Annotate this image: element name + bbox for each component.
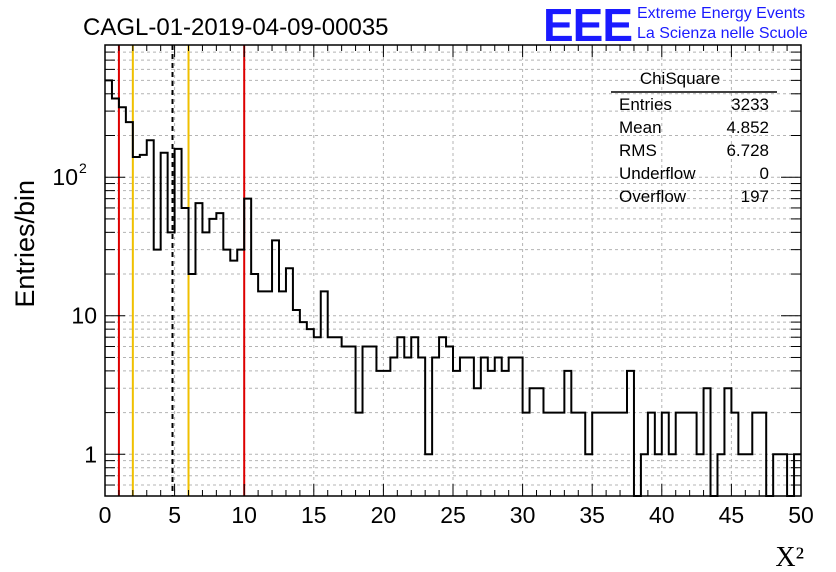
- x-tick-label: 40: [649, 502, 675, 528]
- histogram-series: [105, 79, 801, 497]
- x-tick-label: 25: [440, 502, 466, 528]
- stats-label: Overflow: [619, 187, 687, 206]
- y-axis-label: Entries/bin: [10, 180, 40, 308]
- stats-label: RMS: [619, 141, 657, 160]
- x-tick-labels: 0 5 10 15 20 25 30 35 40 45 50: [99, 502, 814, 528]
- x-tick-label: 30: [510, 502, 536, 528]
- stats-title: ChiSquare: [640, 69, 720, 88]
- y-tick-exponent: 2: [79, 160, 87, 176]
- x-tick-label: 35: [579, 502, 605, 528]
- stats-label: Entries: [619, 95, 672, 114]
- x-tick-label: 15: [301, 502, 327, 528]
- y-tick-label: 1: [84, 441, 97, 467]
- stats-label: Mean: [619, 118, 662, 137]
- y-tick-label: 10: [71, 303, 97, 329]
- x-tick-label: 50: [788, 502, 814, 528]
- x-tick-label: 5: [168, 502, 181, 528]
- stats-value: 3233: [731, 95, 769, 114]
- logo-line-2: La Scienza nelle Scuole: [637, 25, 808, 42]
- logo-mark: EEE: [543, 0, 633, 51]
- x-tick-label: 45: [719, 502, 745, 528]
- stats-value: 4.852: [726, 118, 769, 137]
- axis-ticks: [104, 44, 802, 497]
- stats-value: 6.728: [726, 141, 769, 160]
- stats-box: ChiSquare Entries 3233 Mean 4.852 RMS 6.728 Un…: [611, 69, 777, 206]
- eee-logo: EEE Extreme Energy Events La Scienza nel…: [543, 0, 833, 51]
- logo-line-1: Extreme Energy Events: [637, 5, 806, 22]
- stats-label: Underflow: [619, 164, 696, 183]
- stats-value: 0: [760, 164, 769, 183]
- y-tick-label: 10: [52, 164, 78, 190]
- chart-title: CAGL-01-2019-04-09-00035: [83, 14, 389, 41]
- x-axis-label: X²: [775, 542, 804, 572]
- x-tick-label: 20: [371, 502, 397, 528]
- x-tick-label: 10: [231, 502, 257, 528]
- x-tick-label: 0: [99, 502, 112, 528]
- stats-value: 197: [741, 187, 769, 206]
